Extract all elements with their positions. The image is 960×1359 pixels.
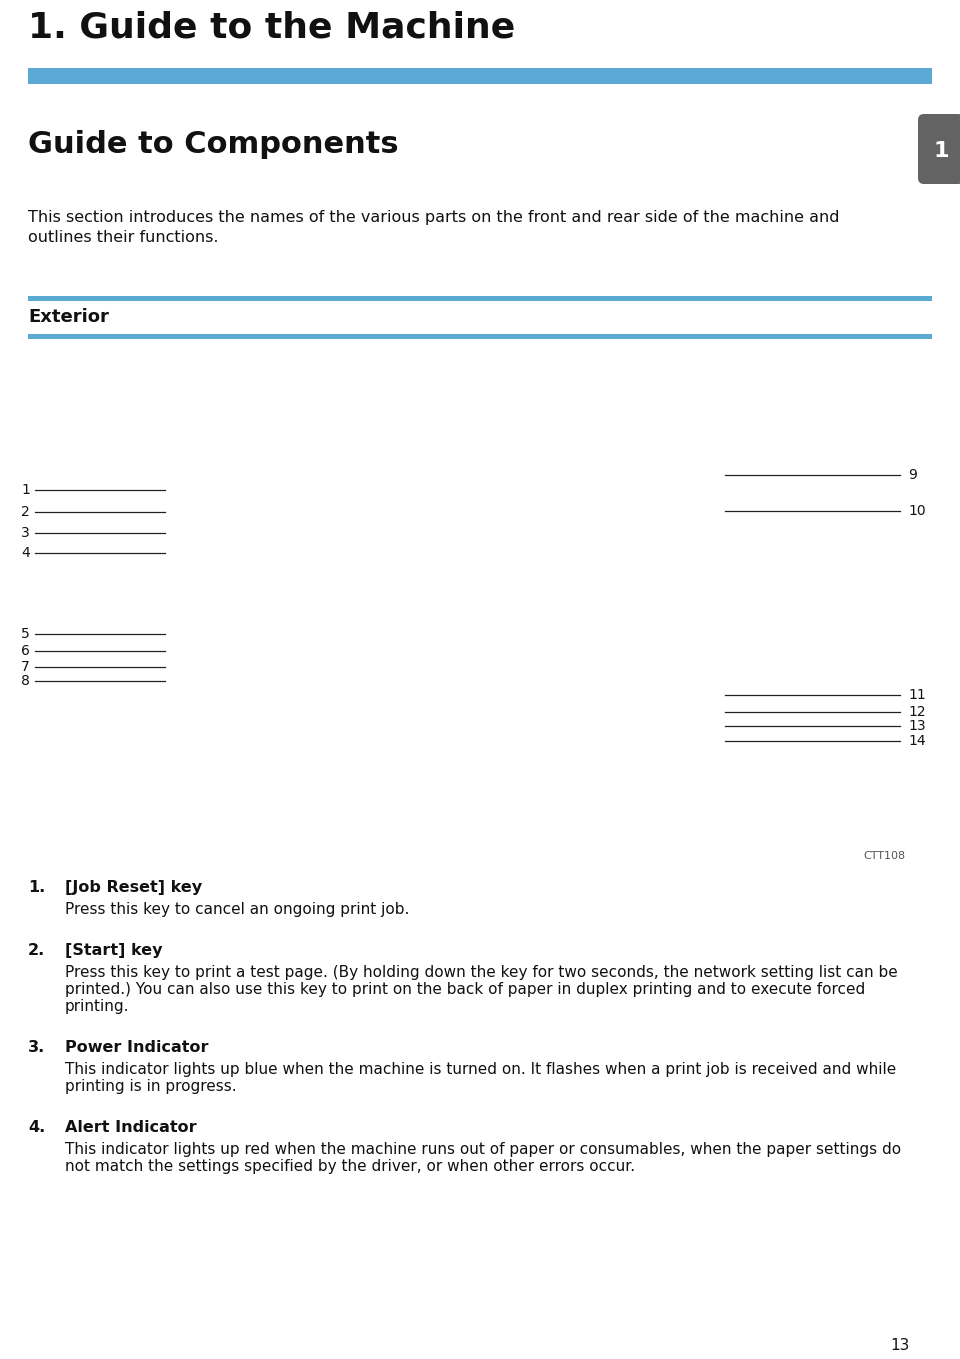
Text: 1: 1: [933, 141, 948, 160]
Text: [Start] key: [Start] key: [65, 943, 162, 958]
Text: 13: 13: [908, 719, 925, 733]
Text: 2: 2: [21, 506, 30, 519]
Text: This indicator lights up red when the machine runs out of paper or consumables, : This indicator lights up red when the ma…: [65, 1142, 901, 1157]
Text: printing is in progress.: printing is in progress.: [65, 1079, 236, 1094]
Bar: [28, 68, 932, 84]
Text: 10: 10: [908, 504, 925, 518]
Text: Press this key to print a test page. (By holding down the key for two seconds, t: Press this key to print a test page. (By…: [65, 965, 898, 980]
Text: not match the settings specified by the driver, or when other errors occur.: not match the settings specified by the …: [65, 1159, 636, 1174]
Text: 12: 12: [908, 705, 925, 719]
Text: Guide to Components: Guide to Components: [28, 130, 398, 159]
Text: 13: 13: [891, 1339, 910, 1354]
Text: 1.: 1.: [28, 881, 45, 896]
Text: 3: 3: [21, 526, 30, 540]
Text: 1: 1: [21, 482, 30, 497]
Text: Alert Indicator: Alert Indicator: [65, 1120, 197, 1135]
Text: 8: 8: [21, 674, 30, 688]
Text: This section introduces the names of the various parts on the front and rear sid: This section introduces the names of the…: [28, 211, 839, 226]
Text: 4: 4: [21, 546, 30, 560]
Bar: [28, 355, 932, 845]
Text: This indicator lights up blue when the machine is turned on. It flashes when a p: This indicator lights up blue when the m…: [65, 1061, 897, 1076]
Text: 3.: 3.: [28, 1040, 45, 1055]
Text: Press this key to cancel an ongoing print job.: Press this key to cancel an ongoing prin…: [65, 902, 409, 917]
Bar: [28, 296, 932, 300]
Text: [Job Reset] key: [Job Reset] key: [65, 881, 203, 896]
Text: printed.) You can also use this key to print on the back of paper in duplex prin: printed.) You can also use this key to p…: [65, 983, 865, 998]
Text: 4.: 4.: [28, 1120, 45, 1135]
Text: 7: 7: [21, 660, 30, 674]
Text: CTT108: CTT108: [863, 851, 905, 862]
Bar: [28, 334, 932, 338]
FancyBboxPatch shape: [918, 114, 960, 183]
Text: 6: 6: [21, 644, 30, 658]
Text: 9: 9: [908, 467, 917, 482]
Text: 5: 5: [21, 626, 30, 641]
Text: printing.: printing.: [65, 999, 130, 1014]
Bar: [922, 118, 960, 179]
Text: Exterior: Exterior: [28, 308, 108, 326]
Text: Power Indicator: Power Indicator: [65, 1040, 208, 1055]
Text: 11: 11: [908, 688, 925, 703]
Text: 2.: 2.: [28, 943, 45, 958]
Text: outlines their functions.: outlines their functions.: [28, 230, 219, 245]
Text: 14: 14: [908, 734, 925, 747]
Text: 1. Guide to the Machine: 1. Guide to the Machine: [28, 10, 516, 43]
